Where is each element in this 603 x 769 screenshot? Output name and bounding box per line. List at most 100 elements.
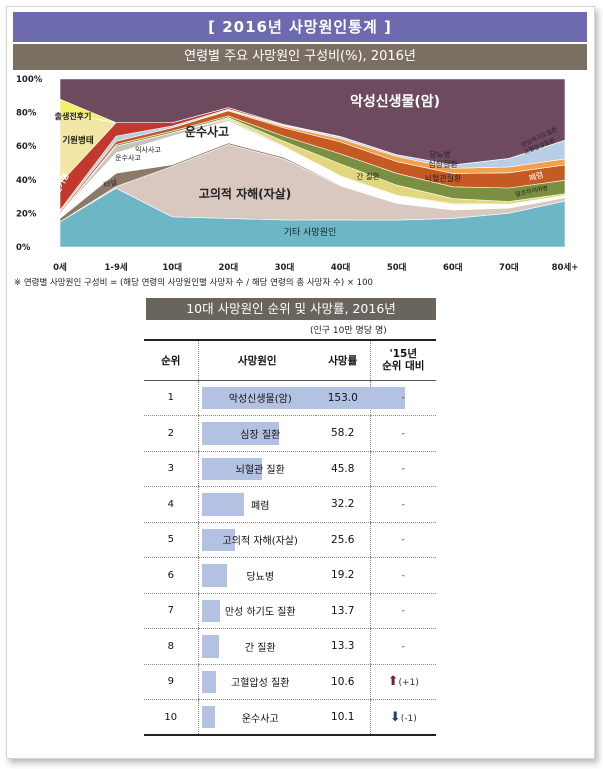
rate-bar [201, 493, 245, 516]
cause-cell: 폐렴 [197, 486, 316, 523]
cause-cell: 뇌혈관 질환 [197, 451, 316, 487]
ranking-table: 순위 사망원인 사망률 '15년 순위 대비 1 악성신생물(암) 153.0 - 2 심… [144, 339, 436, 736]
rank-cell: 1 [144, 380, 198, 416]
cause-name: 악성신생물(암) [228, 394, 292, 406]
cause-name: 간 질환 [244, 642, 276, 654]
rate-bar [201, 599, 220, 622]
change-text: - [401, 464, 405, 475]
x-tick-label: 10대 [162, 262, 182, 273]
rate-cell: 13.7 [316, 593, 370, 629]
area-label-transport: 운수사고 [185, 124, 229, 139]
area-chart: 0% 20% 40% 60% 80% 100% 0세 1-9세 10대 20대 30대 40대 50대… [16, 75, 579, 273]
cause-name: 운수사고 [241, 713, 279, 725]
change-text: (+1) [398, 678, 419, 689]
header-rate: 사망률 [316, 339, 370, 381]
cause-cell: 만성 하기도 질환 [197, 593, 316, 629]
area-label-suicide: 고의적 자해(자살) [199, 186, 291, 201]
table-header-row: 순위 사망원인 사망률 '15년 순위 대비 [144, 339, 436, 381]
rank-cell: 6 [144, 557, 198, 594]
rank-cell: 8 [144, 628, 198, 665]
rank-cell: 3 [144, 451, 198, 487]
change-text: - [401, 606, 405, 617]
rate-bar [201, 457, 263, 480]
header-change-line1: '15년 [389, 348, 418, 361]
rate-bar [201, 564, 227, 587]
header-cause: 사망원인 [197, 339, 316, 381]
rate-cell: 58.2 [316, 415, 370, 452]
table-row: 2 심장 질환 58.2 - [144, 415, 436, 452]
rank-cell: 10 [144, 699, 198, 736]
table-row: 3 뇌혈관 질환 45.8 - [144, 451, 436, 487]
rate-cell: 153.0 [316, 380, 370, 416]
rate-bar [201, 528, 236, 551]
change-cell: - [369, 380, 436, 416]
table-row: 7 만성 하기도 질환 13.7 - [144, 593, 436, 629]
change-cell: - [369, 557, 436, 594]
cause-cell: 당뇨병 [197, 557, 316, 594]
change-cell: ⬆(+1) [369, 664, 436, 700]
x-tick-label: 70대 [499, 262, 519, 273]
cause-cell: 고의적 자해(자살) [197, 522, 316, 558]
area-label-drowning: 익사사고 [135, 145, 161, 154]
table-row: 8 간 질환 13.3 - [144, 628, 436, 665]
change-text: - [401, 641, 405, 652]
rate-cell: 13.3 [316, 628, 370, 665]
area-label-transport_small: 운수사고 [115, 153, 141, 162]
rank-cell: 7 [144, 593, 198, 629]
cause-name: 당뇨병 [246, 571, 275, 583]
cause-name: 뇌혈관 질환 [235, 465, 285, 477]
header-change-line2: 순위 대비 [382, 360, 425, 373]
area-label-cancer: 악성신생물(암) [350, 93, 440, 110]
table-row: 10 운수사고 10.1 ⬇(-1) [144, 699, 436, 736]
change-cell: - [369, 593, 436, 629]
change-text: - [401, 428, 405, 439]
y-tick-label: 80% [16, 109, 37, 119]
y-tick-label: 40% [16, 176, 37, 186]
x-tick-label: 80세+ [552, 262, 579, 273]
cause-name: 만성 하기도 질환 [224, 607, 296, 619]
cause-cell: 심장 질환 [197, 415, 316, 452]
change-cell: - [369, 522, 436, 558]
arrow-down-icon: ⬇ [389, 709, 401, 725]
area-label-cerebro: 뇌혈관질환 [425, 173, 462, 183]
rank-cell: 9 [144, 664, 198, 700]
area-label-pneumonia: 폐렴 [528, 169, 545, 183]
x-tick-label: 20대 [219, 262, 239, 273]
y-tick-label: 20% [16, 209, 37, 219]
chart-footnote: ※ 연령별 사망원인 구성비 = (해당 연령의 사망원인별 사망자 수 / 해… [14, 278, 373, 288]
cause-name: 고의적 자해(자살) [222, 536, 298, 548]
x-tick-label: 30대 [275, 262, 295, 273]
area-label-diabetes: 당뇨병 [430, 149, 451, 159]
cause-cell: 운수사고 [197, 699, 316, 736]
area-series-13 [59, 78, 566, 166]
x-tick-label: 0세 [53, 262, 67, 273]
table-row: 1 악성신생물(암) 153.0 - [144, 380, 436, 416]
area-label-heart: 심장질환 [428, 159, 458, 169]
change-cell: - [369, 486, 436, 523]
x-tick-label: 60대 [443, 262, 463, 273]
rank-cell: 4 [144, 486, 198, 523]
table-row: 9 고혈압성 질환 10.6 ⬆(+1) [144, 664, 436, 700]
rate-cell: 32.2 [316, 486, 370, 523]
change-cell: ⬇(-1) [369, 699, 436, 736]
cause-name: 고혈압성 질환 [231, 678, 290, 690]
y-tick-label: 100% [16, 75, 43, 85]
area-label-perinatal: 출생전후기 [55, 111, 92, 121]
rank-cell: 5 [144, 522, 198, 558]
change-text: - [401, 499, 405, 510]
chart-title: 연령별 주요 사망원인 구성비(%), 2016년 [13, 44, 587, 70]
area-label-origin: 기원병태 [62, 135, 93, 146]
cause-name: 심장 질환 [240, 429, 281, 441]
area-label-other: 기타 사망원인 [284, 227, 337, 238]
rate-bar [201, 706, 215, 728]
rate-cell: 10.1 [316, 699, 370, 736]
change-cell: - [369, 628, 436, 665]
rate-cell: 45.8 [316, 451, 370, 487]
rate-bar [201, 670, 216, 693]
arrow-up-icon: ⬆ [387, 674, 399, 690]
x-tick-label: 50대 [387, 262, 407, 273]
rate-bar [201, 635, 220, 658]
rate-cell: 19.2 [316, 557, 370, 594]
x-tick-label: 40대 [331, 262, 351, 273]
y-tick-label: 60% [16, 142, 37, 152]
